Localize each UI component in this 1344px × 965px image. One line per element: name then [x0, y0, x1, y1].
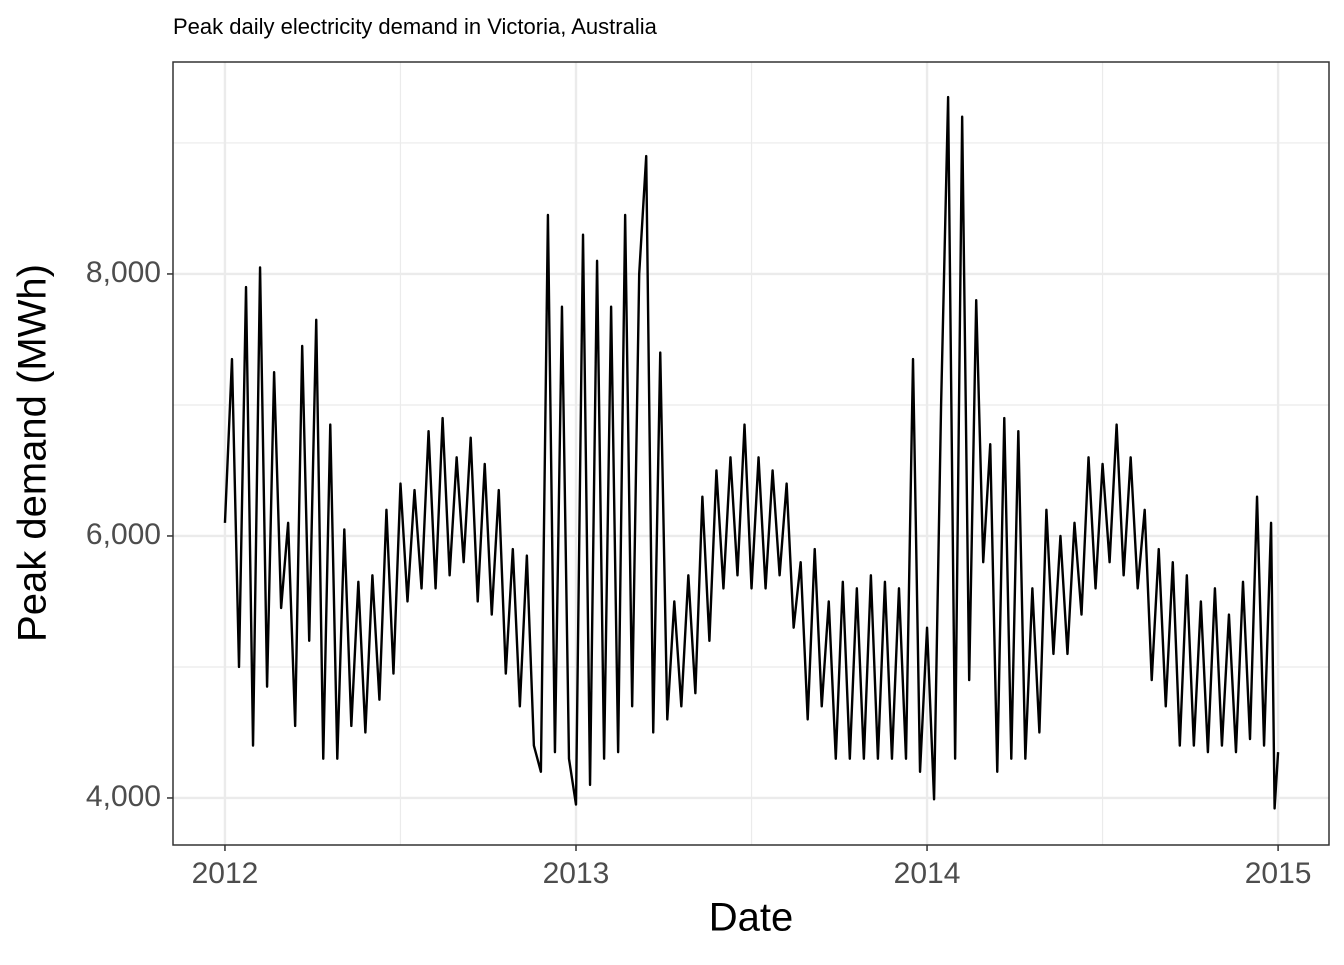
y-tick-label: 4,000 [86, 780, 161, 813]
x-tick-label: 2013 [543, 857, 610, 890]
y-tick-label: 8,000 [86, 256, 161, 289]
x-tick-label: 2015 [1245, 857, 1312, 890]
chart-title: Peak daily electricity demand in Victori… [173, 14, 658, 39]
x-tick-label: 2012 [192, 857, 259, 890]
y-tick-label: 6,000 [86, 518, 161, 551]
y-axis-label: Peak demand (MWh) [11, 264, 55, 642]
x-tick-label: 2014 [894, 857, 961, 890]
data-line [223, 95, 1280, 810]
plot-border [172, 61, 1330, 846]
x-axis-label: Date [709, 896, 794, 940]
